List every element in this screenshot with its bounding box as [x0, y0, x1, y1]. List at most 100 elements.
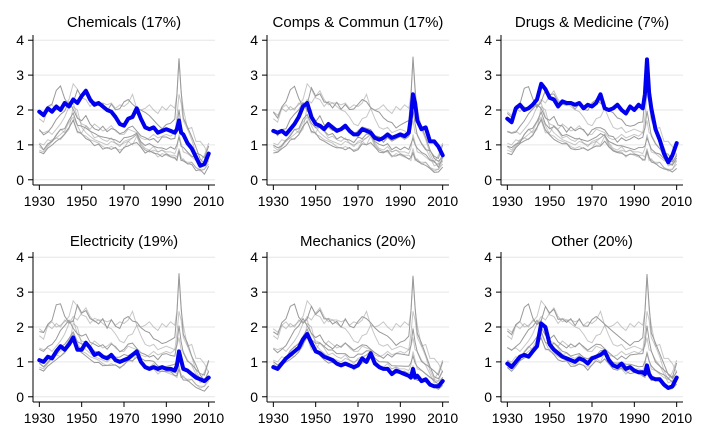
other-series-line	[507, 116, 678, 170]
x-tick-label: 1950	[534, 410, 565, 426]
panel-title: Electricity (19%)	[70, 233, 178, 250]
panel-title: Drugs & Medicine (7%)	[515, 14, 669, 31]
x-tick-label: 1970	[108, 410, 139, 426]
other-series-line	[38, 276, 210, 381]
other-series-line	[507, 119, 678, 165]
x-tick-label: 2010	[193, 410, 224, 426]
x-tick-label: 1930	[24, 410, 55, 426]
background-series-line	[272, 317, 444, 376]
y-tick-label: 2	[484, 319, 492, 335]
highlight-series-line	[271, 92, 445, 158]
background-series-line	[507, 103, 678, 162]
x-tick-label: 1990	[619, 193, 650, 209]
other-series-line	[273, 116, 444, 170]
background-series-line	[38, 111, 210, 167]
x-tick-label: 2010	[661, 410, 692, 426]
other-series-line	[506, 105, 678, 172]
x-tick-label: 1970	[342, 193, 373, 209]
x-tick-label: 2010	[661, 193, 692, 209]
other-series-line	[38, 105, 210, 172]
x-tick-label: 1990	[151, 193, 182, 209]
x-tick-label: 1930	[258, 193, 289, 209]
panel-3: Drugs & Medicine (7%) 0 1 2 3 4 1930 1950 1970 19…	[484, 14, 692, 209]
other-series-line	[506, 276, 678, 381]
background-series-line	[272, 101, 444, 160]
y-tick-label: 0	[16, 389, 24, 405]
x-tick-label: 1930	[24, 193, 55, 209]
y-tick-label: 0	[250, 389, 258, 405]
panel-title: Other (20%)	[551, 233, 633, 250]
y-tick-label: 3	[250, 67, 258, 83]
other-series-line	[272, 276, 444, 381]
x-tick-label: 1930	[258, 410, 289, 426]
x-tick-label: 1970	[342, 410, 373, 426]
background-series-line	[38, 330, 210, 383]
x-tick-label: 1990	[385, 193, 416, 209]
y-tick-label: 4	[16, 32, 24, 48]
y-tick-label: 3	[16, 284, 24, 300]
panel-title: Mechanics (20%)	[300, 233, 416, 250]
panel-5: Mechanics (20%) 0 1 2 3 4 1930 1950 1970 1990 2010	[250, 233, 458, 426]
y-tick-label: 1	[484, 137, 492, 153]
highlight-series-line	[505, 57, 679, 165]
y-tick-label: 3	[250, 284, 258, 300]
y-tick-label: 0	[484, 389, 492, 405]
y-tick-label: 0	[484, 172, 492, 188]
background-series-line	[507, 319, 678, 379]
y-tick-label: 2	[484, 102, 492, 118]
other-series-line	[39, 116, 210, 170]
other-series-line	[507, 311, 678, 373]
other-series-line	[39, 311, 210, 373]
background-series-line	[506, 337, 678, 390]
x-tick-label: 1950	[300, 410, 331, 426]
panel-4: Electricity (19%) 0 1 2 3 4 1930 1950 1970 1990 20…	[16, 233, 224, 426]
panel-6: Other (20%) 0 1 2 3 4 1930 1950 1970 1990 2010	[484, 233, 692, 426]
x-tick-label: 1970	[576, 410, 607, 426]
y-tick-label: 2	[16, 102, 24, 118]
x-tick-label: 1950	[534, 193, 565, 209]
x-tick-label: 1970	[108, 193, 139, 209]
other-series-line	[273, 119, 444, 165]
background-series-line	[507, 117, 678, 173]
panel-2: Comps & Commun (17%) 0 1 2 3 4 1930 1950 1970 199…	[250, 14, 458, 209]
y-tick-label: 3	[16, 67, 24, 83]
y-tick-label: 1	[16, 354, 24, 370]
y-tick-label: 1	[484, 354, 492, 370]
panel-1: Chemicals (17%) 0 1 2 3 4 1930 1950 1970 1990 2010	[16, 14, 224, 209]
x-tick-label: 1930	[492, 410, 523, 426]
x-tick-label: 1950	[300, 193, 331, 209]
other-series-line	[272, 59, 444, 164]
y-tick-label: 3	[484, 67, 492, 83]
other-series-line	[273, 311, 444, 373]
panel-title: Chemicals (17%)	[67, 14, 181, 31]
y-tick-label: 1	[250, 137, 258, 153]
x-tick-label: 2010	[193, 193, 224, 209]
highlight-series-line	[37, 88, 211, 168]
highlight-series-line	[505, 321, 679, 390]
highlight-series-line	[271, 332, 445, 389]
x-tick-label: 2010	[427, 193, 458, 209]
background-series-line	[39, 319, 210, 376]
x-tick-label: 1930	[492, 193, 523, 209]
x-tick-label: 1950	[66, 410, 97, 426]
y-tick-label: 1	[250, 354, 258, 370]
y-tick-label: 2	[250, 102, 258, 118]
y-tick-label: 2	[16, 319, 24, 335]
y-tick-label: 2	[250, 319, 258, 335]
x-tick-label: 1970	[576, 193, 607, 209]
panel-title: Comps & Commun (17%)	[273, 14, 444, 31]
y-tick-label: 4	[16, 249, 24, 265]
y-tick-label: 1	[16, 137, 24, 153]
y-tick-label: 4	[250, 32, 258, 48]
other-series-line	[38, 59, 210, 164]
y-tick-label: 4	[250, 249, 258, 265]
y-tick-label: 0	[250, 172, 258, 188]
y-tick-label: 4	[484, 249, 492, 265]
y-tick-label: 3	[484, 284, 492, 300]
x-tick-label: 1990	[619, 410, 650, 426]
x-tick-label: 1990	[385, 410, 416, 426]
other-series-line	[272, 105, 444, 172]
y-tick-label: 0	[16, 172, 24, 188]
x-tick-label: 1950	[66, 193, 97, 209]
